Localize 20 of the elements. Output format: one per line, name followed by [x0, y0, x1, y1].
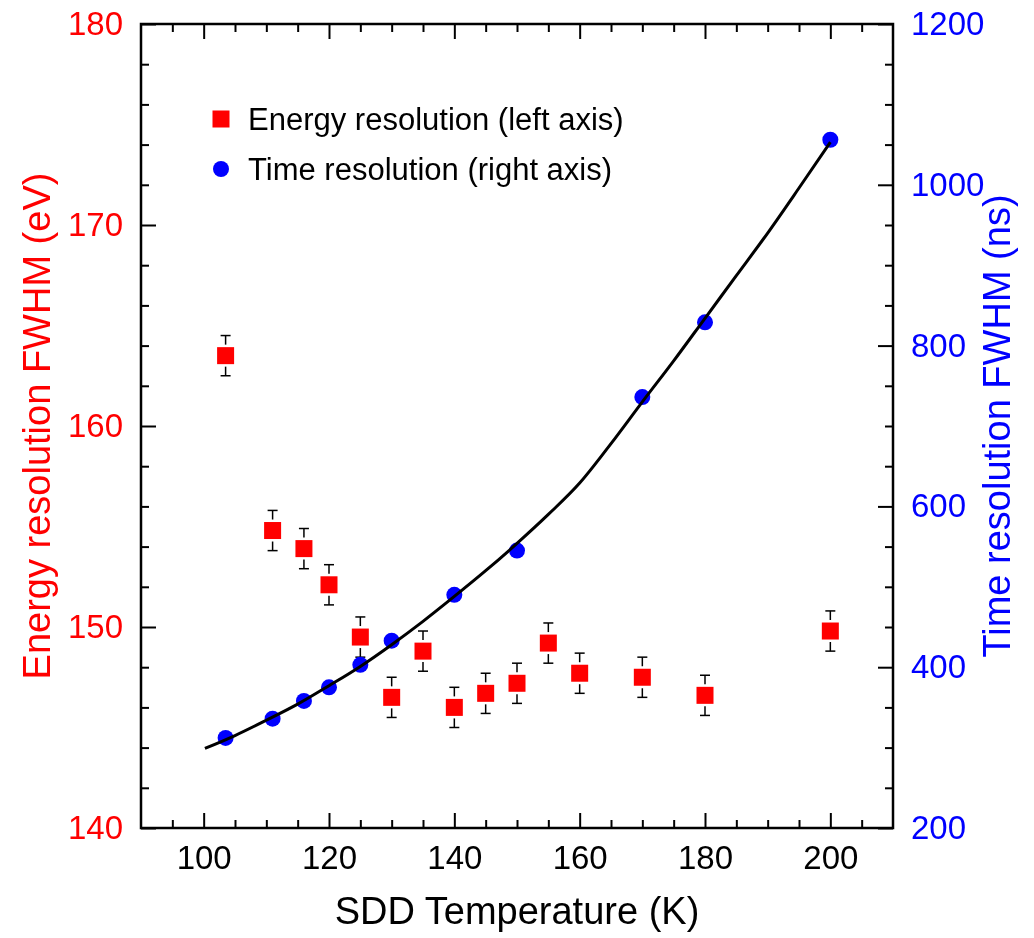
x-tick-label: 120: [301, 839, 358, 877]
x-tick-label: 100: [176, 839, 232, 877]
y-tick-label: 160: [67, 407, 123, 445]
x-axis-title: SDD Temperature (K): [334, 890, 700, 932]
y2-tick-label: 1200: [911, 5, 985, 43]
y-axis-title: Energy resolution FWHM (eV): [16, 172, 58, 680]
x-tick-label: 180: [677, 839, 734, 877]
x-tick-label: 200: [803, 839, 859, 877]
y2-tick-label: 400: [911, 648, 967, 686]
y-tick-label: 140: [67, 809, 123, 847]
y2-tick-label: 200: [911, 809, 967, 847]
y-tick-label: 150: [67, 608, 123, 646]
x-tick-label: 140: [427, 839, 483, 877]
legend-label: Energy resolution (left axis): [248, 102, 624, 137]
legend-label: Time resolution (right axis): [248, 152, 613, 187]
y2-tick-label: 800: [911, 326, 967, 364]
y2-tick-label: 600: [911, 487, 967, 525]
y-tick-label: 170: [67, 206, 123, 244]
y-tick-label: 180: [67, 5, 123, 43]
x-tick-label: 160: [552, 839, 608, 877]
